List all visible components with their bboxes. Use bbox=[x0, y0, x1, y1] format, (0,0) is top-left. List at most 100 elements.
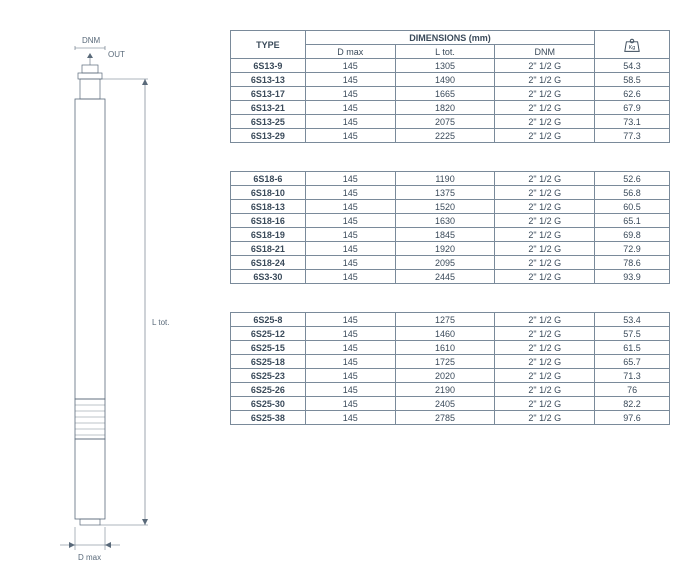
cell-dmax: 145 bbox=[305, 172, 395, 186]
cell-ltot: 1460 bbox=[395, 327, 495, 341]
cell-kg: 93.9 bbox=[595, 270, 670, 284]
cell-dmax: 145 bbox=[305, 383, 395, 397]
cell-dmax: 145 bbox=[305, 200, 395, 214]
cell-ltot: 1630 bbox=[395, 214, 495, 228]
cell-kg: 61.5 bbox=[595, 341, 670, 355]
label-ltot: L tot. bbox=[152, 318, 170, 327]
table-3: 6S25-814512752" 1/2 G53.46S25-1214514602… bbox=[230, 312, 670, 425]
cell-kg: 78.6 bbox=[595, 256, 670, 270]
cell-ltot: 1190 bbox=[395, 172, 495, 186]
table-row: 6S25-2314520202" 1/2 G71.3 bbox=[231, 369, 670, 383]
cell-kg: 52.6 bbox=[595, 172, 670, 186]
cell-type: 6S25-38 bbox=[231, 411, 306, 425]
cell-dnm: 2" 1/2 G bbox=[495, 313, 595, 327]
table-row: 6S25-814512752" 1/2 G53.4 bbox=[231, 313, 670, 327]
cell-kg: 67.9 bbox=[595, 101, 670, 115]
cell-ltot: 2445 bbox=[395, 270, 495, 284]
cell-dnm: 2" 1/2 G bbox=[495, 186, 595, 200]
cell-ltot: 1275 bbox=[395, 313, 495, 327]
cell-ltot: 1490 bbox=[395, 73, 495, 87]
table-2: 6S18-614511902" 1/2 G52.66S18-1014513752… bbox=[230, 171, 670, 284]
th-ltot: L tot. bbox=[395, 45, 495, 59]
cell-dmax: 145 bbox=[305, 186, 395, 200]
cell-ltot: 1845 bbox=[395, 228, 495, 242]
table-row: 6S25-2614521902" 1/2 G76 bbox=[231, 383, 670, 397]
cell-type: 6S18-10 bbox=[231, 186, 306, 200]
cell-kg: 58.5 bbox=[595, 73, 670, 87]
svg-text:Kg: Kg bbox=[629, 45, 636, 51]
cell-type: 6S25-23 bbox=[231, 369, 306, 383]
table-row: 6S25-3814527852" 1/2 G97.6 bbox=[231, 411, 670, 425]
cell-kg: 71.3 bbox=[595, 369, 670, 383]
cell-kg: 65.7 bbox=[595, 355, 670, 369]
cell-dmax: 145 bbox=[305, 355, 395, 369]
cell-ltot: 1820 bbox=[395, 101, 495, 115]
cell-kg: 97.6 bbox=[595, 411, 670, 425]
cell-type: 6S25-30 bbox=[231, 397, 306, 411]
cell-dmax: 145 bbox=[305, 411, 395, 425]
cell-ltot: 1520 bbox=[395, 200, 495, 214]
table-row: 6S18-1614516302" 1/2 G65.1 bbox=[231, 214, 670, 228]
cell-ltot: 1920 bbox=[395, 242, 495, 256]
cell-ltot: 1305 bbox=[395, 59, 495, 73]
cell-type: 6S13-21 bbox=[231, 101, 306, 115]
cell-dmax: 145 bbox=[305, 228, 395, 242]
cell-type: 6S25-12 bbox=[231, 327, 306, 341]
table-row: 6S13-1314514902" 1/2 G58.5 bbox=[231, 73, 670, 87]
cell-type: 6S25-26 bbox=[231, 383, 306, 397]
cell-ltot: 2405 bbox=[395, 397, 495, 411]
cell-dnm: 2" 1/2 G bbox=[495, 129, 595, 143]
table-row: 6S18-2414520952" 1/2 G78.6 bbox=[231, 256, 670, 270]
label-dnm: DNM bbox=[82, 36, 101, 45]
table-row: 6S18-1014513752" 1/2 G56.8 bbox=[231, 186, 670, 200]
th-dmax: D max bbox=[305, 45, 395, 59]
cell-dnm: 2" 1/2 G bbox=[495, 256, 595, 270]
cell-kg: 62.6 bbox=[595, 87, 670, 101]
cell-dmax: 145 bbox=[305, 341, 395, 355]
cell-ltot: 2225 bbox=[395, 129, 495, 143]
cell-dmax: 145 bbox=[305, 313, 395, 327]
cell-kg: 77.3 bbox=[595, 129, 670, 143]
table-row: 6S18-1314515202" 1/2 G60.5 bbox=[231, 200, 670, 214]
cell-dnm: 2" 1/2 G bbox=[495, 327, 595, 341]
th-type: TYPE bbox=[231, 31, 306, 59]
cell-dmax: 145 bbox=[305, 327, 395, 341]
cell-ltot: 1725 bbox=[395, 355, 495, 369]
table-row: 6S13-2514520752" 1/2 G73.1 bbox=[231, 115, 670, 129]
cell-kg: 73.1 bbox=[595, 115, 670, 129]
cell-type: 6S13-17 bbox=[231, 87, 306, 101]
cell-type: 6S18-13 bbox=[231, 200, 306, 214]
cell-dnm: 2" 1/2 G bbox=[495, 101, 595, 115]
cell-dnm: 2" 1/2 G bbox=[495, 355, 595, 369]
cell-ltot: 1375 bbox=[395, 186, 495, 200]
cell-type: 6S18-16 bbox=[231, 214, 306, 228]
table-row: 6S18-2114519202" 1/2 G72.9 bbox=[231, 242, 670, 256]
cell-type: 6S13-29 bbox=[231, 129, 306, 143]
cell-dnm: 2" 1/2 G bbox=[495, 200, 595, 214]
cell-dnm: 2" 1/2 G bbox=[495, 270, 595, 284]
cell-kg: 72.9 bbox=[595, 242, 670, 256]
cell-dmax: 145 bbox=[305, 369, 395, 383]
cell-dmax: 145 bbox=[305, 59, 395, 73]
cell-dnm: 2" 1/2 G bbox=[495, 73, 595, 87]
table-row: 6S13-2914522252" 1/2 G77.3 bbox=[231, 129, 670, 143]
cell-dmax: 145 bbox=[305, 270, 395, 284]
cell-dnm: 2" 1/2 G bbox=[495, 59, 595, 73]
cell-dmax: 145 bbox=[305, 115, 395, 129]
cell-type: 6S25-18 bbox=[231, 355, 306, 369]
table-row: 6S13-914513052" 1/2 G54.3 bbox=[231, 59, 670, 73]
cell-dnm: 2" 1/2 G bbox=[495, 397, 595, 411]
cell-dmax: 145 bbox=[305, 397, 395, 411]
cell-dnm: 2" 1/2 G bbox=[495, 115, 595, 129]
cell-dnm: 2" 1/2 G bbox=[495, 172, 595, 186]
cell-kg: 57.5 bbox=[595, 327, 670, 341]
cell-dnm: 2" 1/2 G bbox=[495, 242, 595, 256]
cell-type: 6S3-30 bbox=[231, 270, 306, 284]
cell-type: 6S25-15 bbox=[231, 341, 306, 355]
cell-kg: 82.2 bbox=[595, 397, 670, 411]
label-dmax: D max bbox=[78, 553, 101, 562]
cell-dmax: 145 bbox=[305, 214, 395, 228]
table-row: 6S25-1514516102" 1/2 G61.5 bbox=[231, 341, 670, 355]
cell-kg: 65.1 bbox=[595, 214, 670, 228]
table-row: 6S18-1914518452" 1/2 G69.8 bbox=[231, 228, 670, 242]
